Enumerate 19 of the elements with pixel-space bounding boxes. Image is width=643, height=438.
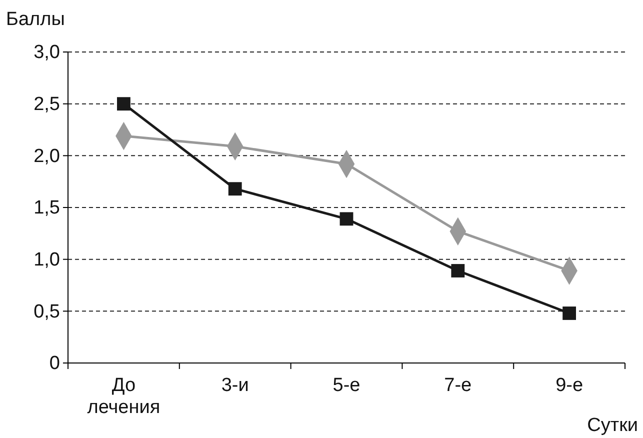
point [116, 97, 130, 111]
x-tick-label: 7-е [444, 375, 472, 396]
point [340, 212, 354, 226]
point [562, 306, 576, 320]
x-tick-label: До лечения [87, 375, 160, 418]
x-tick-label: 5-е [332, 375, 360, 396]
x-tick-label: 9-е [556, 375, 584, 396]
y-tick-label: 1,5 [34, 198, 60, 219]
point [228, 182, 242, 196]
point [451, 264, 465, 278]
y-axis-title: Баллы [6, 9, 65, 30]
y-tick-label: 0 [49, 353, 60, 374]
y-tick-label: 3,0 [34, 42, 60, 64]
y-tick-label: 0,5 [34, 301, 60, 322]
y-tick-label: 1,0 [34, 249, 60, 270]
x-tick-label: 3-и [221, 375, 249, 396]
x-axis-title: Сутки [587, 415, 638, 436]
y-tick-label: 2,5 [34, 94, 60, 115]
y-tick-label: 2,0 [34, 146, 60, 167]
